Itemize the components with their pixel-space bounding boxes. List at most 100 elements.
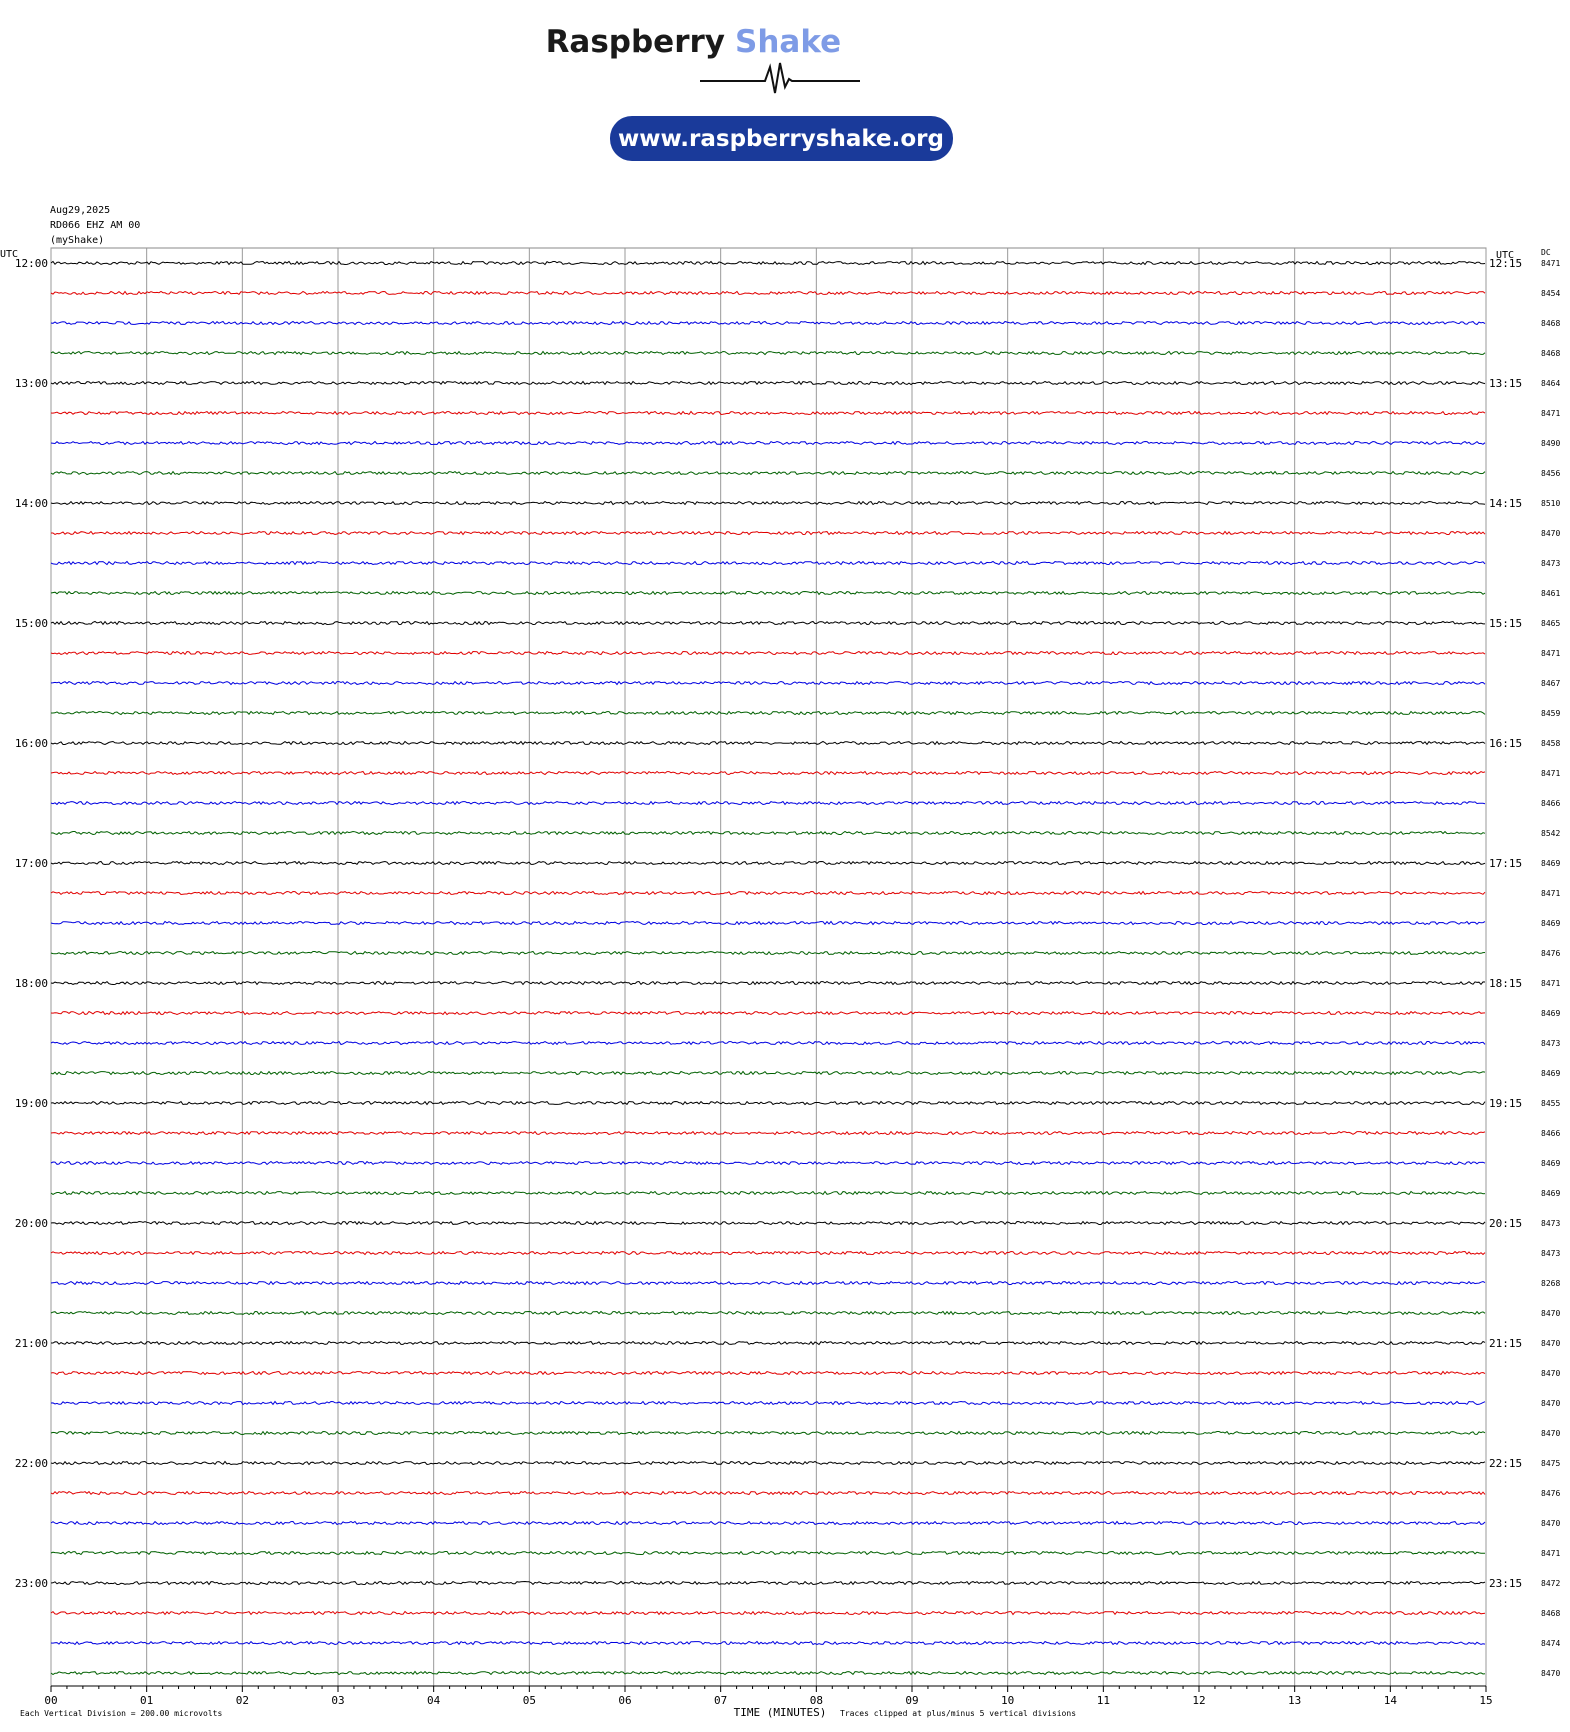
left-time: 16:00 <box>15 737 48 750</box>
dc-value: 8466 <box>1541 799 1560 808</box>
dc-value: 8473 <box>1541 559 1560 568</box>
trace <box>50 560 1486 566</box>
right-time: 19:15 <box>1489 1097 1522 1110</box>
dc-value: 8469 <box>1541 1189 1560 1198</box>
trace <box>50 620 1485 626</box>
trace <box>50 1430 1486 1436</box>
x-tick-label: 05 <box>523 1694 536 1707</box>
dc-value: 8473 <box>1541 1249 1560 1258</box>
dc-value: 8475 <box>1541 1459 1560 1468</box>
right-axis-label: UTC <box>1496 250 1514 261</box>
dc-value: 8469 <box>1541 919 1560 928</box>
left-time: 18:00 <box>15 977 48 990</box>
trace <box>50 1160 1486 1166</box>
left-time: 15:00 <box>15 617 48 630</box>
dc-value: 8459 <box>1541 709 1560 718</box>
x-tick-label: 14 <box>1384 1694 1398 1707</box>
right-time: 14:15 <box>1489 497 1522 510</box>
trace <box>50 320 1486 326</box>
dc-value: 8455 <box>1541 1099 1560 1108</box>
dc-value: 8471 <box>1541 409 1560 418</box>
footer-center: TIME (MINUTES) <box>734 1706 827 1719</box>
trace <box>50 1220 1486 1226</box>
trace <box>50 1580 1486 1586</box>
dc-value: 8469 <box>1541 1069 1560 1078</box>
x-tick-label: 13 <box>1288 1694 1301 1707</box>
left-time: 14:00 <box>15 497 48 510</box>
right-time: 21:15 <box>1489 1337 1522 1350</box>
url-pill <box>610 116 953 161</box>
dc-value: 8471 <box>1541 889 1560 898</box>
dc-value: 8473 <box>1541 1219 1560 1228</box>
dc-value: 8454 <box>1541 289 1560 298</box>
dc-value: 8468 <box>1541 349 1560 358</box>
trace <box>50 890 1486 896</box>
dc-value: 8470 <box>1541 1399 1560 1408</box>
right-time: 13:15 <box>1489 377 1522 390</box>
left-time: 17:00 <box>15 857 48 870</box>
trace <box>50 1490 1486 1496</box>
x-tick-label: 03 <box>331 1694 344 1707</box>
dc-value: 8268 <box>1541 1279 1560 1288</box>
trace <box>50 830 1486 836</box>
right-time: 17:15 <box>1489 857 1522 870</box>
dc-value: 8476 <box>1541 949 1560 958</box>
trace <box>50 1190 1486 1196</box>
left-axis-label: UTC <box>0 249 18 260</box>
trace <box>50 1460 1486 1466</box>
dc-value: 8476 <box>1541 1489 1560 1498</box>
left-time: 21:00 <box>15 1337 48 1350</box>
dc-value: 8468 <box>1541 1609 1560 1618</box>
dc-value: 8458 <box>1541 739 1560 748</box>
trace <box>51 1340 1486 1346</box>
x-tick-label: 12 <box>1192 1694 1205 1707</box>
dc-value: 8470 <box>1541 1669 1560 1678</box>
plot-frame <box>50 247 1487 1687</box>
x-tick-label: 11 <box>1097 1694 1110 1707</box>
trace <box>50 1610 1486 1616</box>
dc-value: 8472 <box>1541 1579 1560 1588</box>
trace <box>50 800 1486 806</box>
left-time: 12:00 <box>15 257 48 270</box>
trace <box>50 350 1486 356</box>
trace <box>51 710 1486 716</box>
dc-value: 8470 <box>1541 1309 1560 1318</box>
right-time: 12:15 <box>1489 257 1522 270</box>
trace <box>50 860 1486 866</box>
x-tick-label: 10 <box>1001 1694 1014 1707</box>
dc-value: 8490 <box>1541 439 1560 448</box>
trace <box>50 1550 1485 1556</box>
left-time: 20:00 <box>15 1217 48 1230</box>
trace <box>50 590 1486 596</box>
left-time: 23:00 <box>15 1577 48 1590</box>
trace <box>50 1100 1486 1106</box>
dc-value: 8474 <box>1541 1639 1560 1648</box>
trace <box>50 1670 1486 1676</box>
right-time: 15:15 <box>1489 617 1522 630</box>
dc-value: 8471 <box>1541 649 1560 658</box>
footer-right: Traces clipped at plus/minus 5 vertical … <box>840 1709 1076 1718</box>
footer-left: Each Vertical Division = 200.00 microvol… <box>20 1709 222 1718</box>
dc-value: 8473 <box>1541 1039 1560 1048</box>
dc-value: 8510 <box>1541 499 1560 508</box>
trace <box>50 470 1486 476</box>
x-tick-label: 06 <box>618 1694 631 1707</box>
x-tick-label: 00 <box>44 1694 57 1707</box>
trace <box>50 1520 1486 1526</box>
dc-value: 8470 <box>1541 1369 1560 1378</box>
trace <box>50 650 1486 656</box>
x-tick-label: 15 <box>1479 1694 1492 1707</box>
url: www.raspberryshake.org <box>618 126 944 152</box>
dc-value: 8470 <box>1541 1339 1560 1348</box>
right-time: 18:15 <box>1489 977 1522 990</box>
trace <box>50 290 1486 296</box>
trace <box>50 1040 1486 1046</box>
brand-dark: Raspberry <box>546 24 725 60</box>
x-tick-label: 09 <box>905 1694 918 1707</box>
trace <box>50 1310 1486 1316</box>
dc-value: 8471 <box>1541 259 1560 268</box>
dc-value: 8469 <box>1541 1009 1560 1018</box>
trace <box>50 500 1486 506</box>
trace <box>51 530 1486 536</box>
trace <box>50 950 1486 956</box>
